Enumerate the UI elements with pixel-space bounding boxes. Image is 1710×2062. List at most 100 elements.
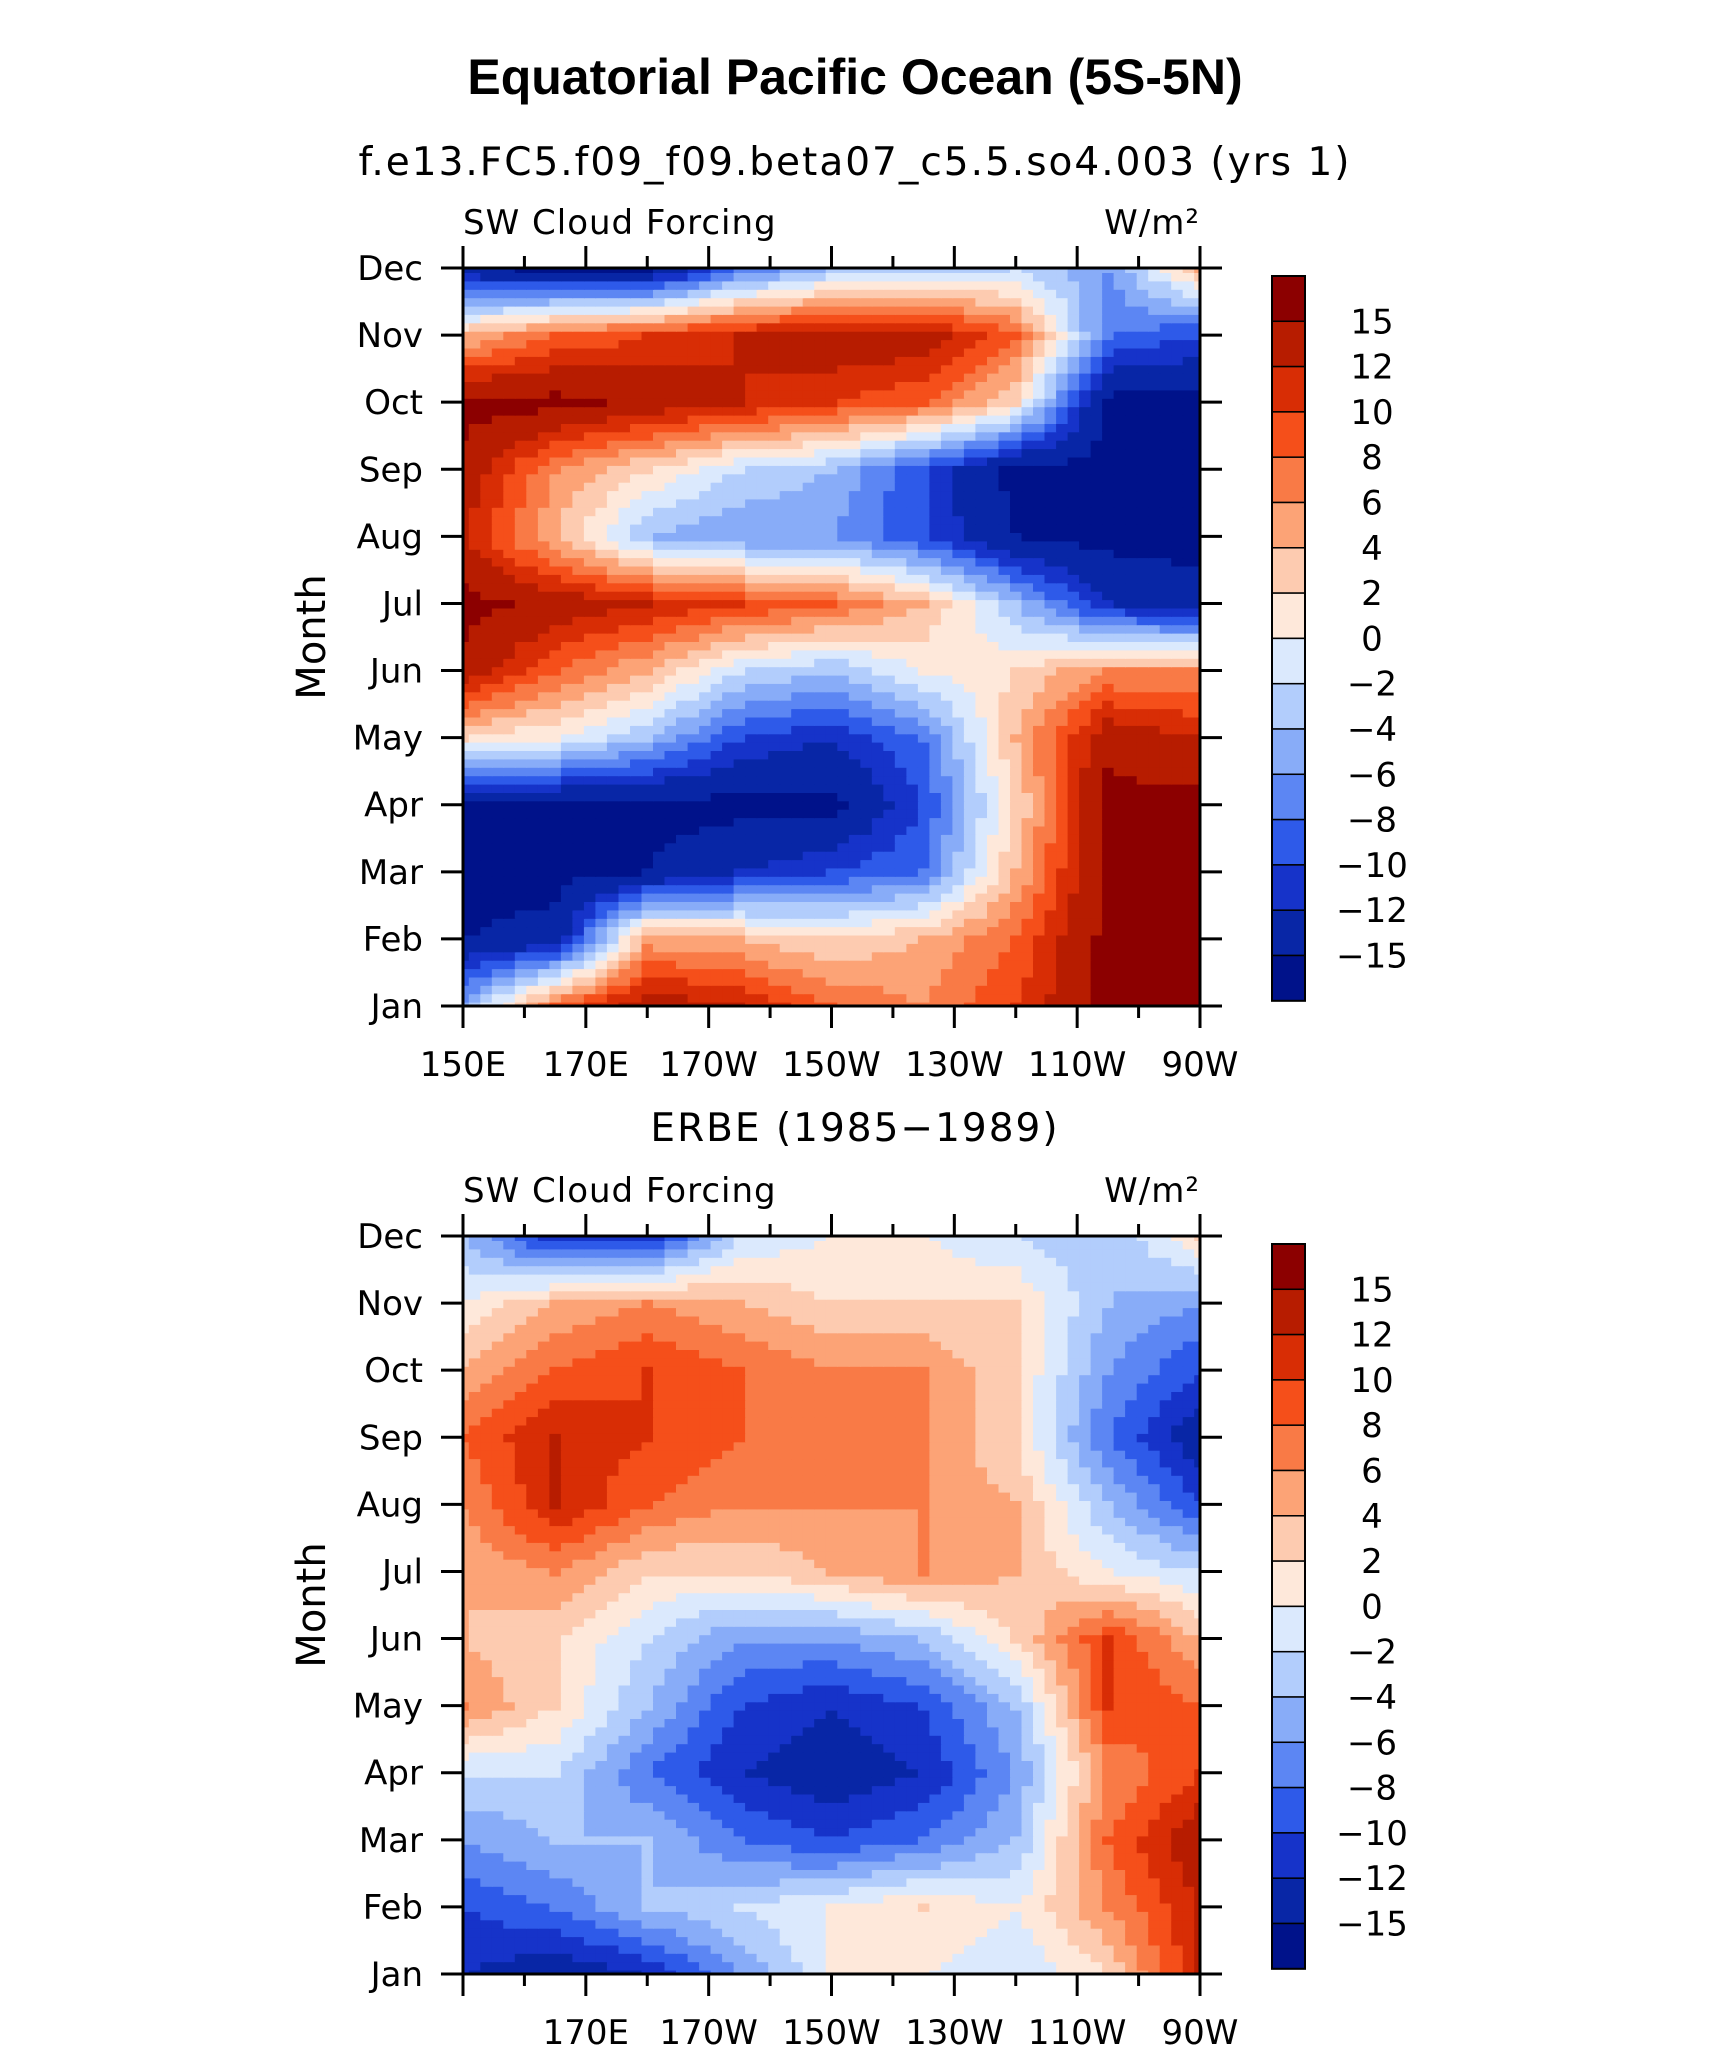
heatmap-cell [929,959,942,970]
heatmap-cell [1148,582,1161,592]
heatmap-cell [917,674,931,684]
heatmap-cell [664,548,677,559]
heatmap-cell [630,708,643,718]
heatmap-cell [940,775,954,785]
heatmap-cell [468,951,482,961]
heatmap-cell [1171,389,1184,399]
heatmap-cell [514,708,528,718]
heatmap-cell [1090,817,1103,827]
heatmap-cell [883,716,896,726]
heatmap-cell [1171,834,1184,844]
heatmap-cell [1159,750,1172,760]
heatmap-cell [894,674,908,684]
heatmap-cell [1067,398,1080,408]
heatmap-cell [1194,649,1200,659]
heatmap-cell [1033,741,1046,751]
heatmap-cell [756,733,769,743]
heatmap-cell [722,481,735,492]
heatmap-cell [779,775,792,785]
heatmap-cell [837,1001,850,1006]
heatmap-cell [572,842,585,852]
heatmap-cell [1090,565,1103,575]
heatmap-cell [664,951,677,961]
heatmap-cell [676,582,689,592]
heatmap-cell [699,532,712,542]
heatmap-cell [998,649,1011,659]
heatmap-cell [883,926,896,936]
heatmap-cell [1010,565,1023,575]
heatmap-cell [756,557,769,567]
heatmap-cell [664,859,677,869]
heatmap-cell [560,532,574,542]
heatmap-cell [1171,859,1184,869]
heatmap-cell [929,867,942,877]
heatmap-cell [1021,498,1034,508]
heatmap-cell [653,574,666,584]
heatmap-cell [583,951,597,961]
heatmap-cell [468,431,482,441]
heatmap-cell [1182,699,1195,710]
heatmap-cell [1010,372,1023,382]
heatmap-cell [687,448,700,458]
heatmap-cell [1102,431,1115,441]
heatmap-cell [514,968,528,978]
heatmap-cell [664,909,677,919]
heatmap-cell [883,481,896,492]
heatmap-cell [998,624,1011,634]
heatmap-cell [1125,465,1138,475]
heatmap-cell [549,389,562,399]
heatmap-cell [595,783,608,793]
heatmap-cell [480,943,493,953]
heatmap-cell [699,716,712,726]
heatmap-cell [768,607,781,617]
heatmap-cell [699,767,712,777]
heatmap-cell [756,817,769,827]
heatmap-cell [952,540,965,550]
heatmap-cell [526,624,539,634]
heatmap-cell [963,590,977,601]
heatmap-cell [664,574,677,584]
heatmap-cell [1044,532,1057,542]
heatmap-cell [480,859,493,869]
heatmap-cell [975,414,988,424]
heatmap-cell [779,473,792,483]
heatmap-cell [917,448,931,458]
heatmap-cell [503,758,516,768]
heatmap-cell [664,498,677,508]
heatmap-cell [1056,641,1069,651]
heatmap-cell [560,398,574,408]
heatmap-cell [987,817,1000,827]
heatmap-cell [768,423,781,433]
heatmap-cell [791,414,804,424]
heatmap-cell [1079,414,1092,424]
heatmap-cell [722,414,735,424]
heatmap-cell [975,490,988,500]
heatmap-cell [963,934,977,944]
heatmap-cell [917,725,931,735]
heatmap-cell [745,825,758,835]
heatmap-cell [699,926,712,936]
heatmap-cell [1136,532,1149,542]
heatmap-cell [825,381,838,391]
heatmap-cell [583,758,597,768]
heatmap-cell [503,532,516,542]
heatmap-cell [998,850,1011,861]
heatmap-cell [1102,741,1115,751]
heatmap-cell [768,658,781,668]
heatmap-cell [1033,758,1046,768]
heatmap-cell [745,741,758,751]
heatmap-cell [537,808,551,819]
heatmap-cell [514,666,528,676]
heatmap-cell [468,666,482,676]
heatmap-cell [1171,456,1184,466]
heatmap-cell [641,800,654,810]
heatmap-cell [606,691,620,701]
heatmap-cell [687,574,700,584]
heatmap-cell [952,775,965,785]
heatmap-cell [860,507,873,517]
heatmap-cell [480,901,493,911]
heatmap-cell [583,716,597,726]
heatmap-cell [1125,800,1138,810]
heatmap-cell [1171,817,1184,827]
heatmap-cell [1090,917,1103,928]
